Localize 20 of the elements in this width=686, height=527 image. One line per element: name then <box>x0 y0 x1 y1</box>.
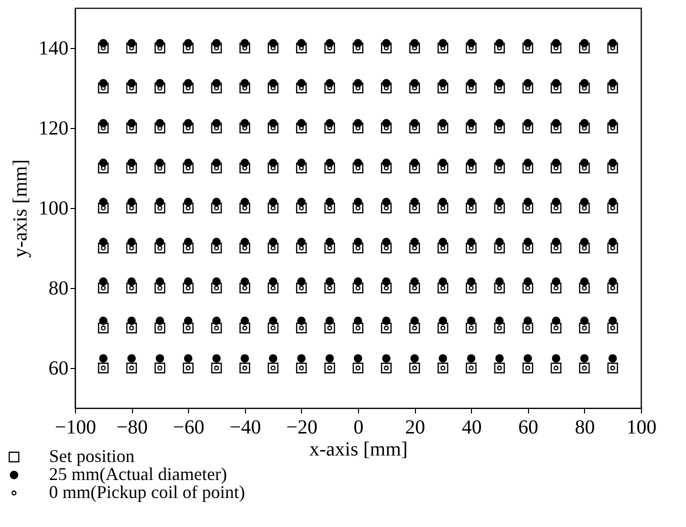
x-tick-label: −20 <box>286 416 318 438</box>
x-tick-label: 60 <box>518 416 538 438</box>
x-tick-label: −60 <box>173 416 204 438</box>
x-axis-title: x-axis [mm] <box>309 438 408 460</box>
x-tick-label: 100 <box>626 416 656 438</box>
x-tick-label: 40 <box>462 416 482 438</box>
y-tick-label: 80 <box>48 278 68 300</box>
y-tick-label: 60 <box>48 358 68 380</box>
legend-label: Set position <box>49 446 135 466</box>
y-axis-title: y-axis [mm] <box>10 159 32 258</box>
x-tick-label: −40 <box>230 416 261 438</box>
legend-label: 0 mm(Pickup coil of point) <box>49 482 245 502</box>
x-tick-label: −80 <box>116 416 148 438</box>
x-tick-label: −100 <box>54 416 96 438</box>
x-tick-label: 0 <box>354 416 364 438</box>
y-tick-label: 100 <box>38 198 68 220</box>
y-tick-label: 140 <box>38 38 68 60</box>
x-tick-label: 80 <box>574 416 595 438</box>
y-tick-label: 120 <box>38 118 68 140</box>
x-tick-label: 20 <box>405 416 426 438</box>
